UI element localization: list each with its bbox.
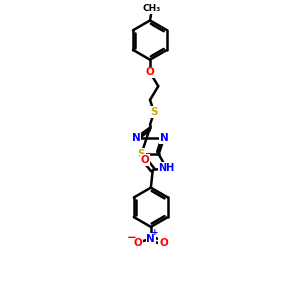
- Text: N: N: [132, 133, 140, 143]
- Text: +: +: [151, 228, 159, 237]
- Text: −: −: [127, 231, 137, 244]
- Text: NH: NH: [158, 163, 175, 173]
- Text: O: O: [134, 238, 142, 248]
- Text: N: N: [160, 133, 168, 143]
- Text: S: S: [138, 149, 145, 159]
- Text: O: O: [159, 238, 168, 248]
- Text: O: O: [141, 155, 149, 165]
- Text: S: S: [150, 107, 158, 117]
- Text: N: N: [146, 234, 155, 244]
- Text: CH₃: CH₃: [143, 4, 161, 13]
- Text: O: O: [146, 68, 154, 77]
